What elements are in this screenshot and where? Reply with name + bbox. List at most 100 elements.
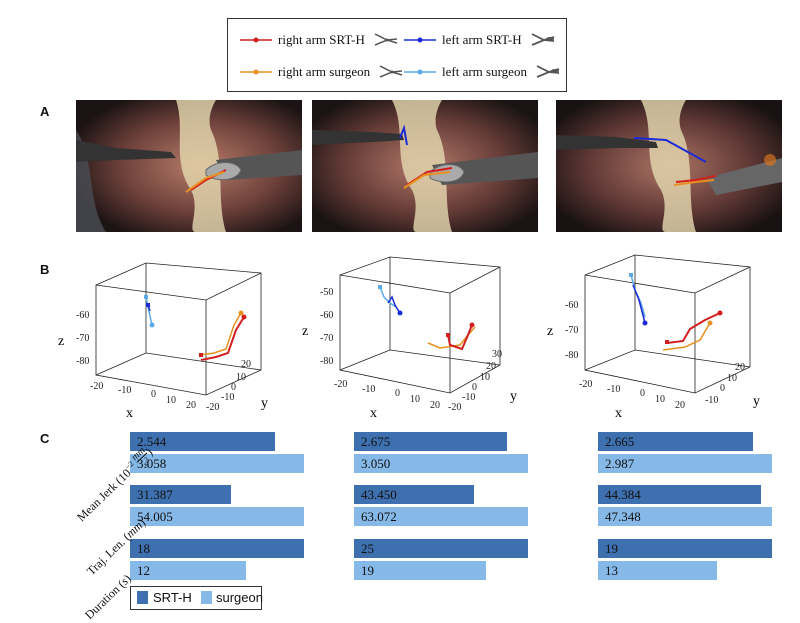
y-axis-label: y [510,389,517,404]
y-tick-label: -10 [462,392,475,403]
y-tick-label: 20 [241,359,251,370]
legend-line-icon [404,37,436,43]
bar-value-label: 2.675 [361,434,391,449]
x-tick-label: 10 [166,395,176,406]
row-label-text: Duration ( [82,577,128,623]
z-tick-label: -80 [76,356,89,367]
z-tick-label: -60 [565,300,578,311]
bar-value-label: 44.384 [605,487,641,502]
bar-value-label: 18 [137,541,150,556]
trajectory-plot-1: -60 -70 -80 z -20 -10 0 10 20 20 10 0 -1… [56,245,294,421]
bar-value-label: 25 [361,541,374,556]
bar-group-3: 2.665 2.987 44.384 47.348 19 13 [598,428,776,584]
legend-line-icon [240,37,272,43]
z-axis-label: z [302,324,308,339]
legend-label: right arm surgeon [278,64,371,79]
bar-value-label: 54.005 [137,509,173,524]
bar-value-label: 31.387 [137,487,173,502]
x-tick-label: 10 [655,394,665,405]
z-axis-label: z [58,334,64,349]
bar-surgeon: 47.348 [598,507,772,526]
legend-label: left arm surgeon [442,64,527,79]
bar-surgeon: 54.005 [130,507,304,526]
x-tick-label: 0 [151,389,156,400]
chart-legend: right arm SRT-H left arm SRT-H right arm… [227,18,567,92]
bar-surgeon: 3.058 [130,454,304,473]
legend-item-left-arm-srth: left arm SRT-H [404,31,562,49]
row-label-duration: Duration (s) [82,571,134,622]
x-tick-label: -10 [607,384,620,395]
z-tick-labels: -60 -70 -80 [76,310,89,367]
forceps-icon [379,65,403,78]
trajectory-plot-2: -50 -60 -70 -80 z -20 -10 0 10 20 30 20 … [300,245,538,421]
z-tick-label: -80 [565,350,578,361]
bar-surgeon: 3.050 [354,454,528,473]
z-tick-label: -60 [76,310,89,321]
z-axis-label: z [547,324,553,339]
y-tick-label: 10 [480,372,490,383]
forceps-icon [531,33,554,46]
bar-srth: 44.384 [598,485,762,504]
y-tick-label: -20 [206,402,219,413]
trajectory-right-srth [200,316,245,361]
legend-item-right-arm-srth: right arm SRT-H [240,31,405,49]
x-tick-label: -20 [90,381,103,392]
panel-letter-a: A [40,104,50,119]
surgical-photo-3 [556,100,782,232]
x-tick-label: -10 [118,385,131,396]
bar-srth: 2.544 [130,432,275,451]
y-tick-label: -10 [705,395,718,406]
bar-srth: 43.450 [354,485,474,504]
x-tick-label: 10 [410,394,420,405]
x-axis-label: x [615,406,622,420]
legend-line-icon [240,69,272,75]
bar-surgeon: 63.072 [354,507,528,526]
trajectory-right-surgeon [198,312,242,356]
x-tick-label: -20 [579,379,592,390]
bar-value-label: 63.072 [361,509,397,524]
y-tick-label: 30 [492,349,502,360]
legend-label: right arm SRT-H [278,32,365,47]
bar-group-2: 2.675 3.050 43.450 63.072 25 19 [354,428,532,584]
bar-value-label: 2.544 [137,434,167,449]
forceps-icon [536,65,560,78]
x-tick-label: 20 [430,400,440,411]
x-axis-label: x [370,406,377,420]
y-tick-label: 0 [720,383,725,394]
legend-swatch-surgeon [201,591,212,604]
bar-value-label: 12 [137,563,150,578]
bar-surgeon: 13 [598,561,718,580]
bar-srth: 2.665 [598,432,754,451]
bar-group-1: 2.544 3.058 31.387 54.005 18 12 [130,428,308,584]
y-axis-label: y [753,394,760,409]
legend-label-srth: SRT-H [153,590,192,605]
panel-letter-c: C [40,431,50,446]
z-tick-label: -50 [320,287,333,298]
legend-label-surgeon: surgeon [216,590,263,605]
trajectory-left-surgeon [379,286,397,308]
x-tick-label: 20 [675,400,685,411]
y-tick-label: -10 [221,392,234,403]
bar-surgeon: 12 [130,561,246,580]
legend-item-right-arm-surgeon: right arm surgeon [240,63,410,81]
legend-item-left-arm-surgeon: left arm surgeon [404,63,567,81]
z-tick-label: -70 [565,325,578,336]
legend-label: left arm SRT-H [442,32,522,47]
bar-srth: 31.387 [130,485,232,504]
y-tick-label: 0 [472,382,477,393]
bar-srth: 25 [354,539,528,558]
bar-srth: 19 [598,539,772,558]
x-tick-label: -20 [334,379,347,390]
trajectory-right-srth [666,312,721,344]
bar-value-label: 13 [605,563,618,578]
bar-surgeon: 19 [354,561,487,580]
trajectory-right-srth [447,324,473,351]
bar-value-label: 3.058 [137,456,167,471]
z-tick-label: -70 [320,333,333,344]
x-tick-label: -10 [362,384,375,395]
row-label-text: Mean Jerk (10 [74,465,134,525]
y-axis-label: y [261,396,268,411]
row-label-text: Traj. Len. ( [84,530,133,579]
bar-srth: 18 [130,539,304,558]
bar-value-label: 3.050 [361,456,391,471]
